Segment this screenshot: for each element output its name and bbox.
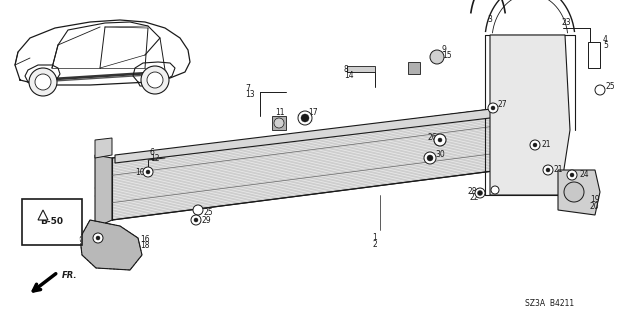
Circle shape	[477, 190, 483, 196]
Polygon shape	[272, 116, 286, 130]
Circle shape	[427, 155, 433, 161]
Circle shape	[96, 236, 100, 240]
Text: 12: 12	[150, 154, 159, 163]
Text: 11: 11	[275, 108, 285, 117]
Text: B-50: B-50	[40, 218, 63, 226]
Circle shape	[567, 170, 577, 180]
Text: 19: 19	[590, 195, 600, 204]
Circle shape	[570, 173, 574, 177]
Circle shape	[193, 205, 203, 215]
Text: 1: 1	[372, 233, 378, 242]
Text: 17: 17	[308, 108, 317, 117]
Circle shape	[301, 114, 309, 122]
Text: 18: 18	[140, 241, 150, 250]
Text: 6: 6	[150, 148, 155, 157]
Polygon shape	[558, 170, 600, 215]
Circle shape	[143, 167, 153, 177]
Text: 3: 3	[487, 15, 492, 24]
Circle shape	[298, 111, 312, 125]
Text: 23: 23	[561, 18, 571, 27]
Text: 15: 15	[442, 51, 452, 60]
Text: 10: 10	[135, 168, 145, 177]
Circle shape	[546, 168, 550, 172]
Polygon shape	[588, 42, 600, 68]
Polygon shape	[115, 103, 540, 163]
Circle shape	[438, 138, 442, 142]
Circle shape	[488, 103, 498, 113]
Text: SZ3A  B4211: SZ3A B4211	[525, 299, 574, 308]
Polygon shape	[95, 155, 112, 228]
Circle shape	[93, 233, 103, 243]
Circle shape	[430, 50, 444, 64]
Circle shape	[274, 118, 284, 128]
Polygon shape	[112, 103, 540, 220]
Polygon shape	[490, 35, 570, 195]
Text: FR.: FR.	[62, 271, 77, 279]
Circle shape	[141, 66, 169, 94]
Text: 16: 16	[140, 235, 150, 244]
Text: 22: 22	[470, 193, 479, 202]
Text: 28: 28	[468, 187, 477, 196]
Circle shape	[147, 72, 163, 88]
Circle shape	[191, 215, 201, 225]
Polygon shape	[80, 220, 142, 270]
Text: 26: 26	[427, 133, 436, 142]
Text: 27: 27	[497, 100, 507, 109]
Circle shape	[475, 188, 485, 198]
Circle shape	[491, 106, 495, 110]
Polygon shape	[95, 138, 112, 158]
Circle shape	[35, 74, 51, 90]
Text: 5: 5	[603, 41, 608, 50]
Circle shape	[595, 85, 605, 95]
Circle shape	[424, 152, 436, 164]
Text: 9: 9	[442, 45, 447, 54]
Circle shape	[543, 165, 553, 175]
Circle shape	[146, 170, 150, 174]
Text: 8: 8	[344, 65, 349, 74]
Circle shape	[530, 140, 540, 150]
Polygon shape	[408, 62, 420, 74]
Text: 24: 24	[579, 170, 589, 179]
Text: 25: 25	[605, 82, 614, 91]
Text: 4: 4	[603, 35, 608, 44]
Circle shape	[564, 182, 584, 202]
Text: 21: 21	[541, 140, 550, 149]
Text: 21: 21	[554, 165, 563, 174]
Text: 20: 20	[590, 202, 600, 211]
Text: 2: 2	[372, 240, 378, 249]
Text: 30: 30	[435, 150, 445, 159]
Text: 13: 13	[245, 90, 255, 99]
Text: 29: 29	[201, 216, 211, 225]
Circle shape	[434, 134, 446, 146]
Text: 7: 7	[245, 84, 250, 93]
Polygon shape	[347, 66, 375, 72]
Text: 14: 14	[344, 71, 354, 80]
Circle shape	[29, 68, 57, 96]
Circle shape	[533, 143, 537, 147]
Circle shape	[491, 186, 499, 194]
Text: 25: 25	[203, 208, 212, 217]
Circle shape	[194, 218, 198, 222]
Polygon shape	[38, 210, 48, 220]
